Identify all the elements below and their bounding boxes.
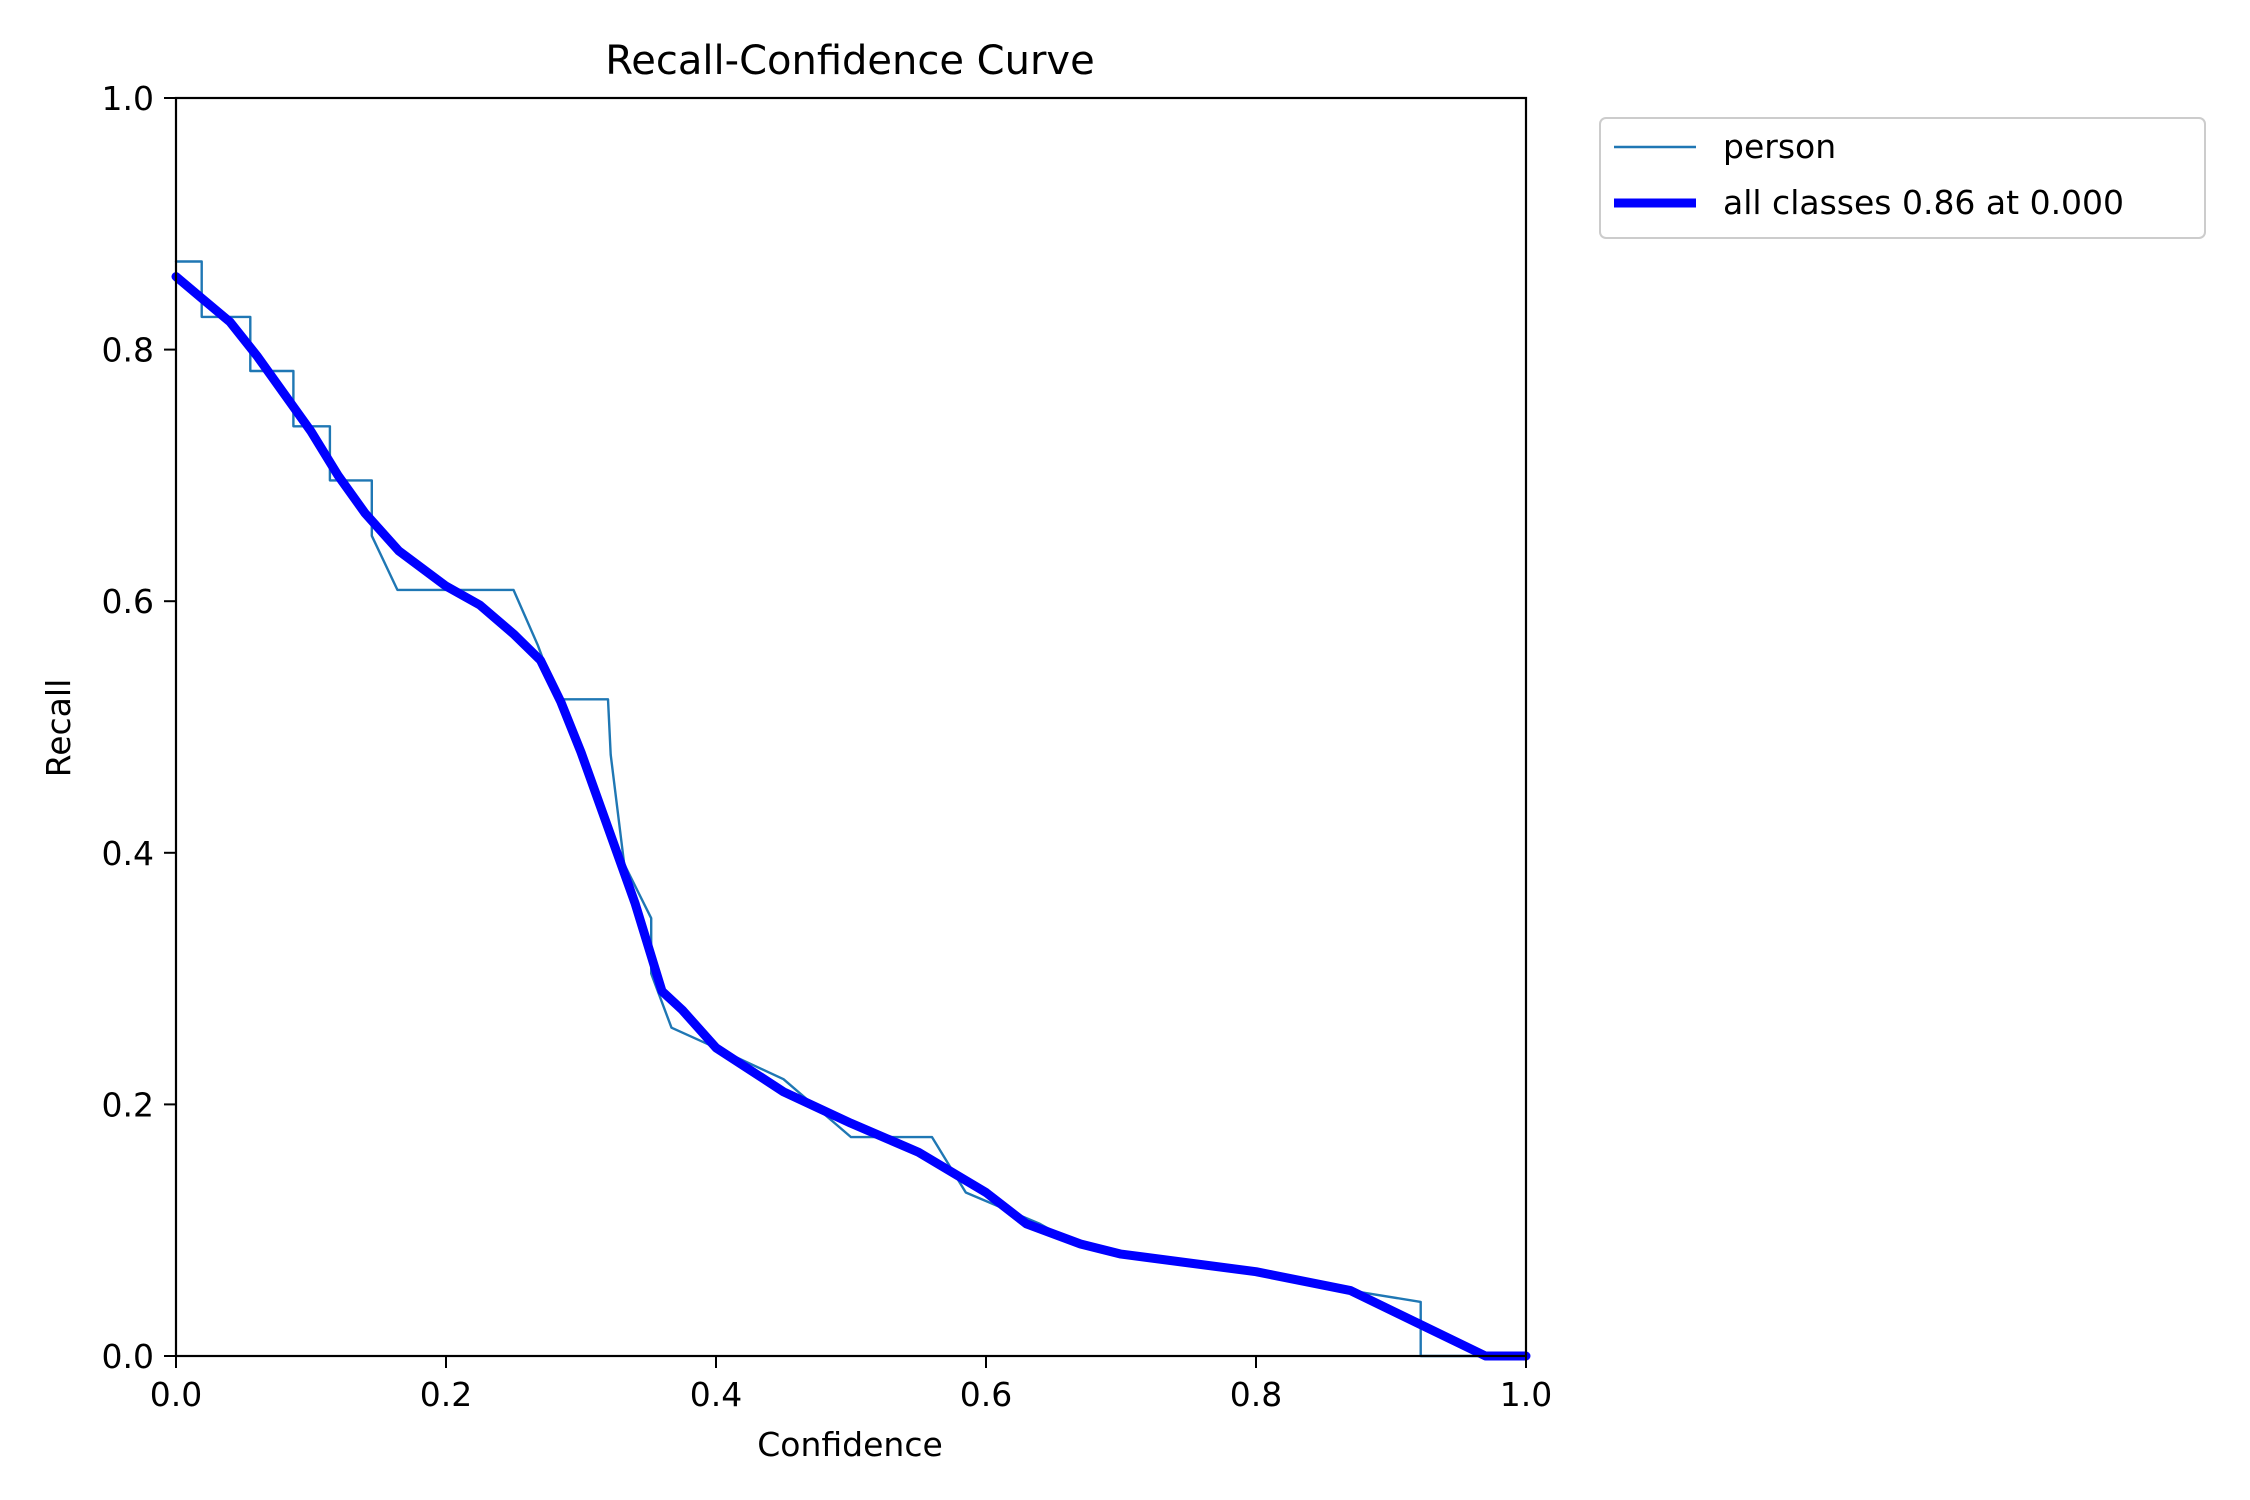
x-tick-label: 0.2 <box>420 1375 472 1414</box>
legend-label-person: person <box>1723 127 1836 166</box>
y-axis-label: Recall <box>39 679 78 777</box>
chart-title: Recall-Confidence Curve <box>605 38 1094 84</box>
plot-area <box>171 260 1531 1361</box>
x-axis-label: Confidence <box>757 1425 943 1464</box>
y-tick-label: 1.0 <box>102 79 154 118</box>
y-tick-label: 0.2 <box>102 1085 154 1124</box>
x-tick-label: 0.4 <box>690 1375 742 1414</box>
legend-label-all-classes: all classes 0.86 at 0.000 <box>1723 183 2124 222</box>
legend-box <box>1599 117 2206 239</box>
y-axis-ticks: 0.0 0.2 0.4 0.6 0.8 1.0 <box>102 79 176 1376</box>
plot-frame <box>174 96 1528 1358</box>
y-tick-label: 0.0 <box>102 1337 154 1376</box>
x-axis-ticks: 0.0 0.2 0.4 0.6 0.8 1.0 <box>150 1356 1552 1414</box>
legend: person all classes 0.86 at 0.000 <box>1599 117 2206 239</box>
y-tick-label: 0.8 <box>102 331 154 370</box>
series-line-all-classes <box>171 272 1531 1361</box>
x-tick-label: 1.0 <box>1500 1375 1552 1414</box>
y-tick-label: 0.6 <box>102 582 154 621</box>
x-tick-label: 0.6 <box>960 1375 1012 1414</box>
y-tick-label: 0.4 <box>102 834 154 873</box>
x-tick-label: 0.0 <box>150 1375 202 1414</box>
x-tick-label: 0.8 <box>1230 1375 1282 1414</box>
